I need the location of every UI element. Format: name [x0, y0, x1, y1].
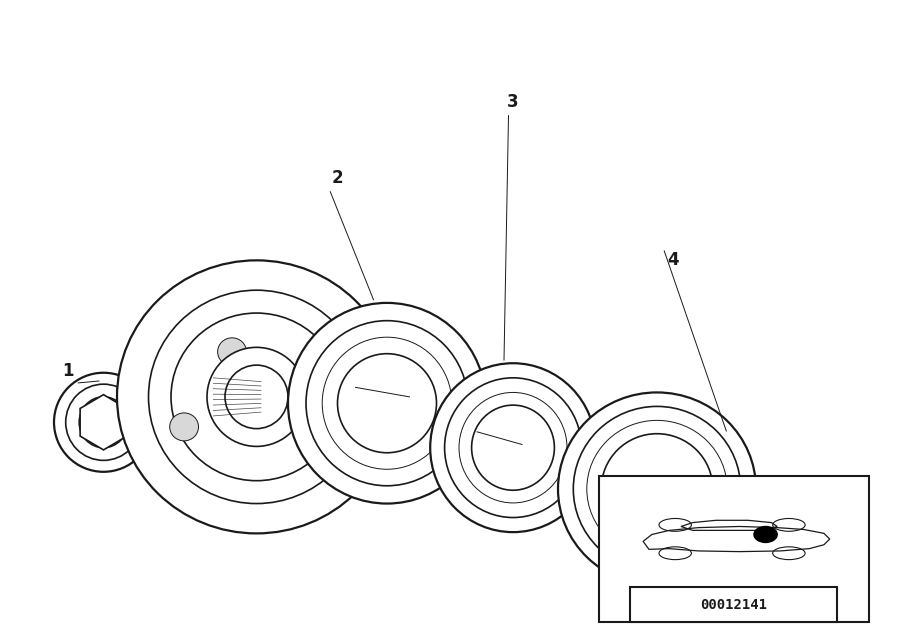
Ellipse shape — [117, 260, 396, 533]
Ellipse shape — [54, 373, 153, 472]
Polygon shape — [80, 394, 127, 450]
Ellipse shape — [472, 405, 554, 490]
Text: 1: 1 — [62, 363, 73, 380]
Ellipse shape — [369, 354, 405, 439]
Bar — [598, 476, 868, 622]
Text: 00012141: 00012141 — [700, 598, 767, 612]
Ellipse shape — [320, 356, 348, 384]
Ellipse shape — [753, 526, 778, 543]
Text: 3: 3 — [508, 93, 518, 110]
Ellipse shape — [218, 338, 247, 366]
Ellipse shape — [338, 354, 436, 453]
Ellipse shape — [170, 413, 199, 441]
Ellipse shape — [225, 365, 288, 429]
Ellipse shape — [288, 303, 486, 504]
Ellipse shape — [601, 434, 713, 544]
Ellipse shape — [207, 347, 306, 446]
Bar — [630, 587, 837, 622]
Ellipse shape — [302, 418, 331, 446]
Bar — [266, 352, 387, 438]
Ellipse shape — [79, 397, 128, 448]
Text: 2: 2 — [332, 169, 343, 187]
Text: 4: 4 — [668, 251, 679, 269]
Ellipse shape — [558, 392, 756, 585]
Ellipse shape — [430, 363, 596, 532]
